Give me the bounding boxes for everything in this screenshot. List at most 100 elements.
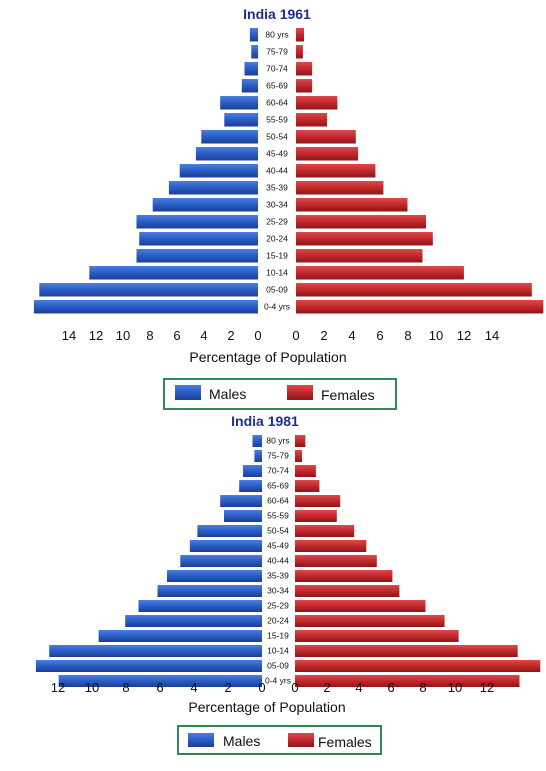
c2-female-tick: 6 bbox=[387, 680, 394, 695]
c1-male-bar-45-49 bbox=[195, 147, 258, 161]
chart1-legend-male-swatch bbox=[175, 385, 201, 400]
c2-female-bar-40-44 bbox=[295, 555, 377, 567]
c1-male-bar-20-24 bbox=[139, 232, 258, 246]
c1-age-label: 10-14 bbox=[266, 268, 288, 278]
c1-male-tick: 6 bbox=[173, 328, 180, 343]
c2-male-bar-20-24 bbox=[125, 615, 262, 627]
c2-male-bar-35-39 bbox=[167, 570, 262, 582]
c2-age-label: 45-49 bbox=[267, 541, 289, 551]
c1-female-bar-60-64 bbox=[296, 96, 338, 110]
c1-male-bar-0-4-yrs bbox=[33, 300, 259, 314]
chart2-legend: Males Females bbox=[177, 725, 382, 755]
c2-female-bar-10-14 bbox=[295, 645, 518, 657]
c2-female-bar-60-64 bbox=[295, 495, 341, 507]
c2-age-label: 0-4 yrs bbox=[265, 676, 291, 686]
c1-age-label: 80 yrs bbox=[265, 30, 288, 40]
c2-male-bar-70-74 bbox=[243, 465, 262, 477]
chart2-plot: 80 yrs 75-79 70-74 65-69 60-64 55-59 50-54 45-4… bbox=[35, 435, 541, 695]
c2-age-label: 65-69 bbox=[267, 481, 289, 491]
c1-age-label: 50-54 bbox=[266, 132, 288, 142]
c2-female-bar-30-34 bbox=[295, 585, 400, 597]
c1-male-bar-30-34 bbox=[152, 198, 258, 212]
c2-female-bar-55-59 bbox=[295, 510, 337, 522]
c2-age-label: 35-39 bbox=[267, 571, 289, 581]
c1-male-bar-40-44 bbox=[179, 164, 258, 178]
c1-male-bar-75-79 bbox=[251, 45, 259, 59]
c1-female-tick: 4 bbox=[348, 328, 355, 343]
chart1-legend: Males Females bbox=[163, 378, 397, 410]
c2-female-tick: 0 bbox=[291, 680, 298, 695]
c2-female-bar-50-54 bbox=[295, 525, 355, 537]
c1-male-bar-05-09 bbox=[39, 283, 258, 297]
chart1-legend-border bbox=[163, 378, 397, 410]
c1-male-bar-15-19 bbox=[136, 249, 258, 263]
chart1-legend-female-swatch bbox=[287, 385, 313, 400]
c1-male-bar-10-14 bbox=[89, 266, 259, 280]
c1-female-tick: 2 bbox=[320, 328, 327, 343]
c1-female-tick: 14 bbox=[485, 328, 499, 343]
c2-male-bar-65-69 bbox=[239, 480, 262, 492]
c2-age-label: 80 yrs bbox=[266, 436, 289, 446]
c2-female-tick: 4 bbox=[355, 680, 362, 695]
chart2-xlabel: Percentage of Population bbox=[188, 699, 345, 715]
c1-female-tick: 8 bbox=[404, 328, 411, 343]
c1-male-tick: 8 bbox=[146, 328, 153, 343]
c1-age-label: 30-34 bbox=[266, 200, 288, 210]
c2-female-tick: 12 bbox=[480, 680, 494, 695]
c2-age-label: 75-79 bbox=[267, 451, 289, 461]
c2-female-bar-75-79 bbox=[295, 450, 302, 462]
c1-age-label: 45-49 bbox=[266, 149, 288, 159]
c2-female-tick: 10 bbox=[448, 680, 462, 695]
c2-female-bar-0-4-yrs bbox=[295, 675, 520, 687]
c1-male-tick: 14 bbox=[62, 328, 76, 343]
c1-female-bar-45-49 bbox=[296, 147, 359, 161]
c1-male-tick: 0 bbox=[254, 328, 261, 343]
c1-female-bar-10-14 bbox=[296, 266, 464, 280]
c2-male-bar-40-44 bbox=[180, 555, 262, 567]
c2-age-label: 30-34 bbox=[267, 586, 289, 596]
c2-age-label: 25-29 bbox=[267, 601, 289, 611]
c1-female-bar-25-29 bbox=[296, 215, 426, 229]
c1-male-bar-35-39 bbox=[168, 181, 258, 195]
c2-male-bar-25-29 bbox=[138, 600, 262, 612]
c1-female-bar-05-09 bbox=[296, 283, 532, 297]
c2-male-bar-30-34 bbox=[157, 585, 262, 597]
chart1-plot: 80 yrs 75-79 70-74 65-69 60-64 55-59 50-54 45-4… bbox=[33, 28, 544, 343]
c1-female-tick: 12 bbox=[457, 328, 471, 343]
c1-female-bar-55-59 bbox=[296, 113, 328, 127]
c2-age-label: 10-14 bbox=[267, 646, 289, 656]
c1-female-tick: 10 bbox=[429, 328, 443, 343]
c1-male-bar-55-59 bbox=[224, 113, 259, 127]
c2-male-bar-75-79 bbox=[254, 450, 262, 462]
chart1-legend-female-label: Females bbox=[321, 387, 375, 403]
c2-male-tick: 4 bbox=[190, 680, 197, 695]
c2-age-label: 40-44 bbox=[267, 556, 289, 566]
c2-female-bar-20-24 bbox=[295, 615, 445, 627]
c1-female-bar-75-79 bbox=[296, 45, 303, 59]
c2-male-tick: 6 bbox=[156, 680, 163, 695]
c1-age-label: 20-24 bbox=[266, 234, 288, 244]
c1-female-bar-15-19 bbox=[296, 249, 423, 263]
c1-female-bar-30-34 bbox=[296, 198, 408, 212]
c1-age-label: 70-74 bbox=[266, 64, 288, 74]
c1-age-label: 40-44 bbox=[266, 166, 288, 176]
c1-male-bar-25-29 bbox=[136, 215, 258, 229]
c2-female-bar-25-29 bbox=[295, 600, 426, 612]
c2-male-tick: 10 bbox=[85, 680, 99, 695]
c1-male-bar-65-69 bbox=[241, 79, 258, 93]
c2-female-bar-35-39 bbox=[295, 570, 393, 582]
c1-female-bar-70-74 bbox=[296, 62, 313, 76]
c1-female-bar-0-4-yrs bbox=[296, 300, 544, 314]
chart1-xlabel: Percentage of Population bbox=[189, 349, 346, 365]
c2-age-label: 15-19 bbox=[267, 631, 289, 641]
c2-age-label: 60-64 bbox=[267, 496, 289, 506]
c1-female-bar-40-44 bbox=[296, 164, 376, 178]
c2-male-tick: 12 bbox=[51, 680, 65, 695]
chart2-title: India 1981 bbox=[231, 413, 299, 429]
chart2-legend-female-swatch bbox=[288, 733, 314, 747]
c2-male-bar-45-49 bbox=[189, 540, 262, 552]
c1-female-bar-65-69 bbox=[296, 79, 313, 93]
c2-male-bar-80-yrs bbox=[252, 435, 262, 447]
chart2-legend-male-label: Males bbox=[223, 733, 260, 749]
